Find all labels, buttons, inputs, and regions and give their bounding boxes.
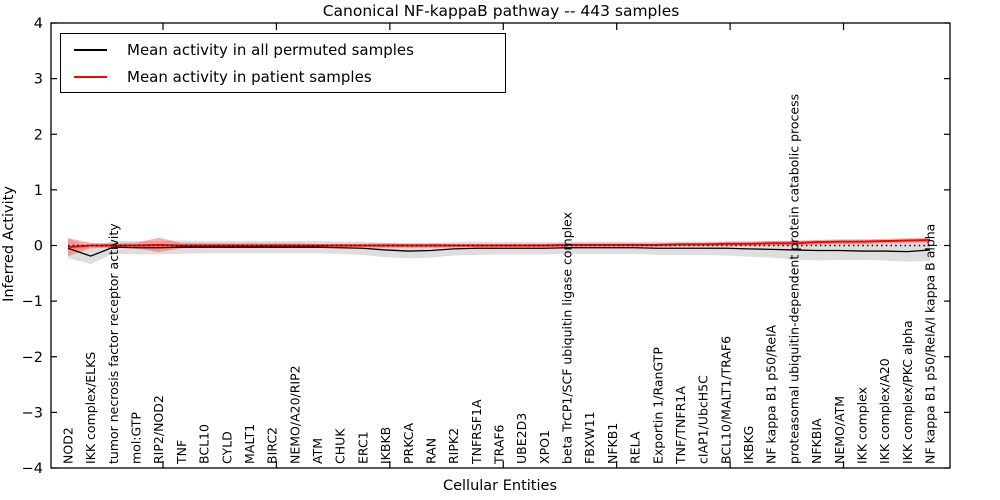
x-category-label: IKK complex xyxy=(854,387,869,464)
x-category-label: NF kappa B1 p50/RelA/I kappa B alpha xyxy=(923,224,938,464)
x-category-label: NF kappa B1 p50/RelA xyxy=(764,324,779,464)
x-category-label: XPO1 xyxy=(537,430,552,464)
y-tick-label: −2 xyxy=(22,350,43,366)
x-category-label: mol:GTP xyxy=(129,412,144,464)
x-category-label: CHUK xyxy=(333,428,348,464)
chart-title: Canonical NF-kappaB pathway -- 443 sampl… xyxy=(322,2,680,20)
x-category-label: IKBKB xyxy=(378,427,393,464)
x-category-label: beta TrCP1/SCF ubiquitin ligase complex xyxy=(560,212,575,464)
legend-label-patient: Mean activity in patient samples xyxy=(127,67,372,86)
x-category-label: CYLD xyxy=(219,431,234,464)
x-category-label: RIP2/NOD2 xyxy=(151,395,166,464)
y-tick-label: −3 xyxy=(22,405,43,421)
y-tick-label: −4 xyxy=(22,461,43,477)
x-category-label: MALT1 xyxy=(242,424,257,464)
y-tick-label: 4 xyxy=(34,16,43,32)
x-category-label: BIRC2 xyxy=(265,427,280,464)
x-category-label: NFKB1 xyxy=(605,423,620,464)
x-category-label: BCL10/MALT1/TRAF6 xyxy=(718,336,733,464)
y-tick-label: 1 xyxy=(34,183,43,199)
legend-entry-permuted: Mean activity in all permuted samples xyxy=(61,37,505,63)
x-category-label: NEMO/ATM xyxy=(832,396,847,464)
y-tick-label: 2 xyxy=(34,127,43,143)
x-category-label: NFKBIA xyxy=(809,418,824,464)
x-category-label: TNFRSF1A xyxy=(469,399,484,465)
x-category-label: IKK complex/PKC alpha xyxy=(900,320,915,464)
x-category-label: TNF xyxy=(174,440,189,465)
y-tick-label: 0 xyxy=(34,239,43,255)
x-category-label: RAN xyxy=(423,438,438,464)
y-tick-label: −1 xyxy=(22,294,43,310)
legend-entry-patient: Mean activity in patient samples xyxy=(61,64,505,90)
y-axis-label: Inferred Activity xyxy=(1,186,17,302)
x-category-label: TNF/TNFR1A xyxy=(673,386,688,465)
x-category-label: Exportin 1/RanGTP xyxy=(650,347,665,464)
patient-band xyxy=(68,237,930,257)
x-category-label: NOD2 xyxy=(61,427,76,464)
x-category-label: NEMO/A20/RIP2 xyxy=(287,365,302,464)
x-category-label: IKK complex/ELKS xyxy=(83,352,98,464)
x-category-label: RELA xyxy=(628,431,643,464)
x-category-label: IKBKG xyxy=(741,426,756,464)
permuted-mean-line xyxy=(67,246,931,257)
x-category-label: IKK complex/A20 xyxy=(877,358,892,464)
legend-line-swatch-patient xyxy=(74,75,107,78)
x-category-label: PRKCA xyxy=(401,423,416,464)
patient-mean-line xyxy=(67,238,931,249)
legend-label-permuted: Mean activity in all permuted samples xyxy=(127,40,414,59)
x-category-label: FBXW11 xyxy=(582,411,597,464)
y-tick-label: 3 xyxy=(34,72,43,88)
x-category-label: proteasomal ubiquitin-dependent protein … xyxy=(786,94,801,464)
x-category-label: TRAF6 xyxy=(492,424,507,465)
x-category-label: RIPK2 xyxy=(446,428,461,464)
x-category-label: cIAP1/UbcH5C xyxy=(696,375,711,464)
x-category-label: ATM xyxy=(310,438,325,464)
x-category-label: ERC1 xyxy=(355,431,370,464)
x-axis-label: Cellular Entities xyxy=(442,478,558,494)
x-category-label: tumor necrosis factor receptor activity xyxy=(106,223,121,464)
x-category-label: UBE2D3 xyxy=(514,413,529,464)
x-category-label: BCL10 xyxy=(197,424,212,464)
legend-line-swatch-permuted xyxy=(74,48,107,51)
legend: Mean activity in all permuted samples Me… xyxy=(60,33,506,93)
